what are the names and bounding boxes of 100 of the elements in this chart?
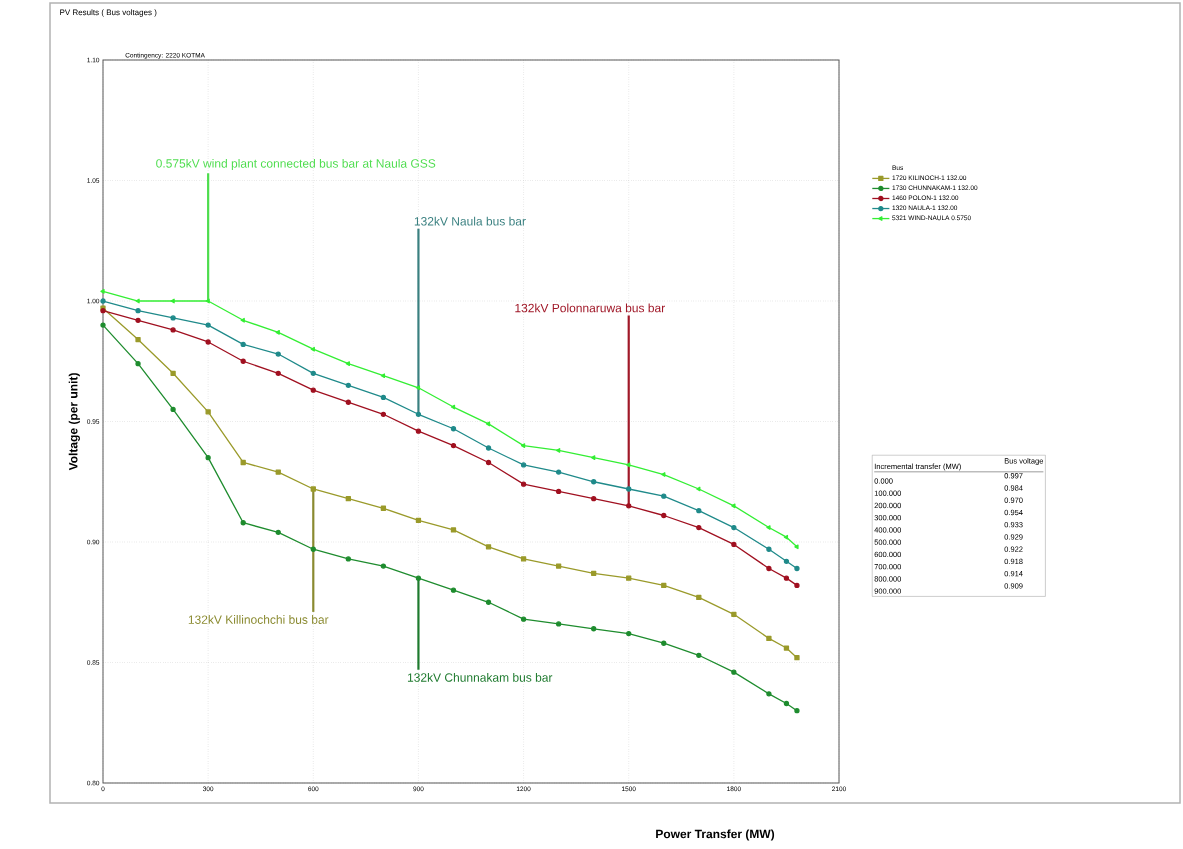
point (310, 346, 315, 352)
point (794, 544, 799, 550)
point (626, 575, 632, 581)
point (626, 630, 632, 637)
point (100, 288, 105, 294)
point (731, 541, 737, 548)
point (450, 442, 457, 449)
point (415, 517, 422, 523)
point (205, 339, 211, 345)
chart-title: PV Results ( Bus voltages ) (60, 9, 157, 17)
point (240, 520, 246, 526)
point (240, 341, 246, 348)
point (591, 626, 597, 632)
point (485, 599, 492, 605)
point (205, 322, 211, 328)
point (450, 404, 456, 410)
point (240, 317, 245, 323)
point (450, 587, 457, 593)
point (696, 486, 701, 492)
annotation: 132kV Naula bus bar (414, 216, 526, 226)
point (591, 570, 597, 576)
point (555, 621, 562, 627)
point (170, 406, 176, 413)
point (415, 428, 422, 434)
point (310, 387, 316, 393)
point (696, 524, 702, 531)
point (731, 503, 736, 509)
point (310, 370, 316, 376)
point (520, 481, 527, 487)
point (135, 361, 141, 367)
point (661, 472, 666, 477)
point (205, 298, 210, 304)
point (766, 635, 772, 642)
point (520, 616, 527, 622)
point (661, 582, 667, 589)
point (240, 459, 246, 466)
point (661, 512, 667, 519)
point (794, 708, 800, 714)
point (275, 329, 280, 335)
point (794, 565, 800, 572)
point (731, 524, 737, 531)
point (135, 308, 141, 314)
point (661, 493, 667, 499)
point (794, 582, 800, 589)
point (766, 525, 771, 530)
point (205, 455, 211, 461)
point (626, 462, 631, 468)
point (794, 655, 800, 661)
point (555, 488, 562, 495)
point (485, 459, 492, 466)
point (380, 373, 386, 379)
point (766, 691, 772, 697)
point (766, 565, 772, 572)
point (783, 575, 790, 581)
point (783, 534, 789, 540)
point (731, 669, 737, 675)
y-axis-title: Voltage (per unit) (68, 373, 80, 471)
point (275, 469, 281, 475)
point (380, 505, 387, 511)
point (626, 486, 632, 492)
point (696, 594, 702, 601)
point (661, 640, 667, 646)
point (345, 382, 351, 389)
point (345, 556, 351, 562)
annotation: 132kV Chunnakam bus bar (407, 672, 553, 682)
point (591, 479, 597, 485)
point (415, 411, 422, 417)
point (345, 495, 351, 502)
point (135, 317, 141, 323)
point (345, 361, 350, 367)
point (380, 394, 387, 401)
point (100, 298, 106, 304)
point (170, 327, 176, 333)
point (135, 298, 140, 304)
point (415, 385, 421, 391)
point (766, 546, 772, 552)
point (170, 298, 175, 304)
point (555, 469, 562, 475)
point (783, 558, 790, 564)
annotation: 0.575kV wind plant connected bus bar at Naula GSS (156, 158, 436, 171)
point (170, 315, 176, 321)
point (450, 527, 457, 533)
point (450, 426, 457, 432)
point (135, 336, 141, 343)
point (275, 529, 281, 536)
point (555, 448, 561, 453)
x-axis-title: Power Transfer (MW) (656, 829, 775, 841)
point (275, 351, 281, 357)
point (696, 652, 702, 658)
point (783, 700, 790, 707)
point (520, 462, 527, 468)
point (380, 411, 387, 417)
point (205, 409, 211, 415)
point (783, 645, 790, 651)
point (520, 556, 527, 562)
point (485, 544, 492, 550)
point (380, 563, 387, 569)
annotation: 132kV Killinochchi bus bar (188, 615, 329, 624)
point (485, 445, 492, 451)
point (345, 399, 351, 405)
